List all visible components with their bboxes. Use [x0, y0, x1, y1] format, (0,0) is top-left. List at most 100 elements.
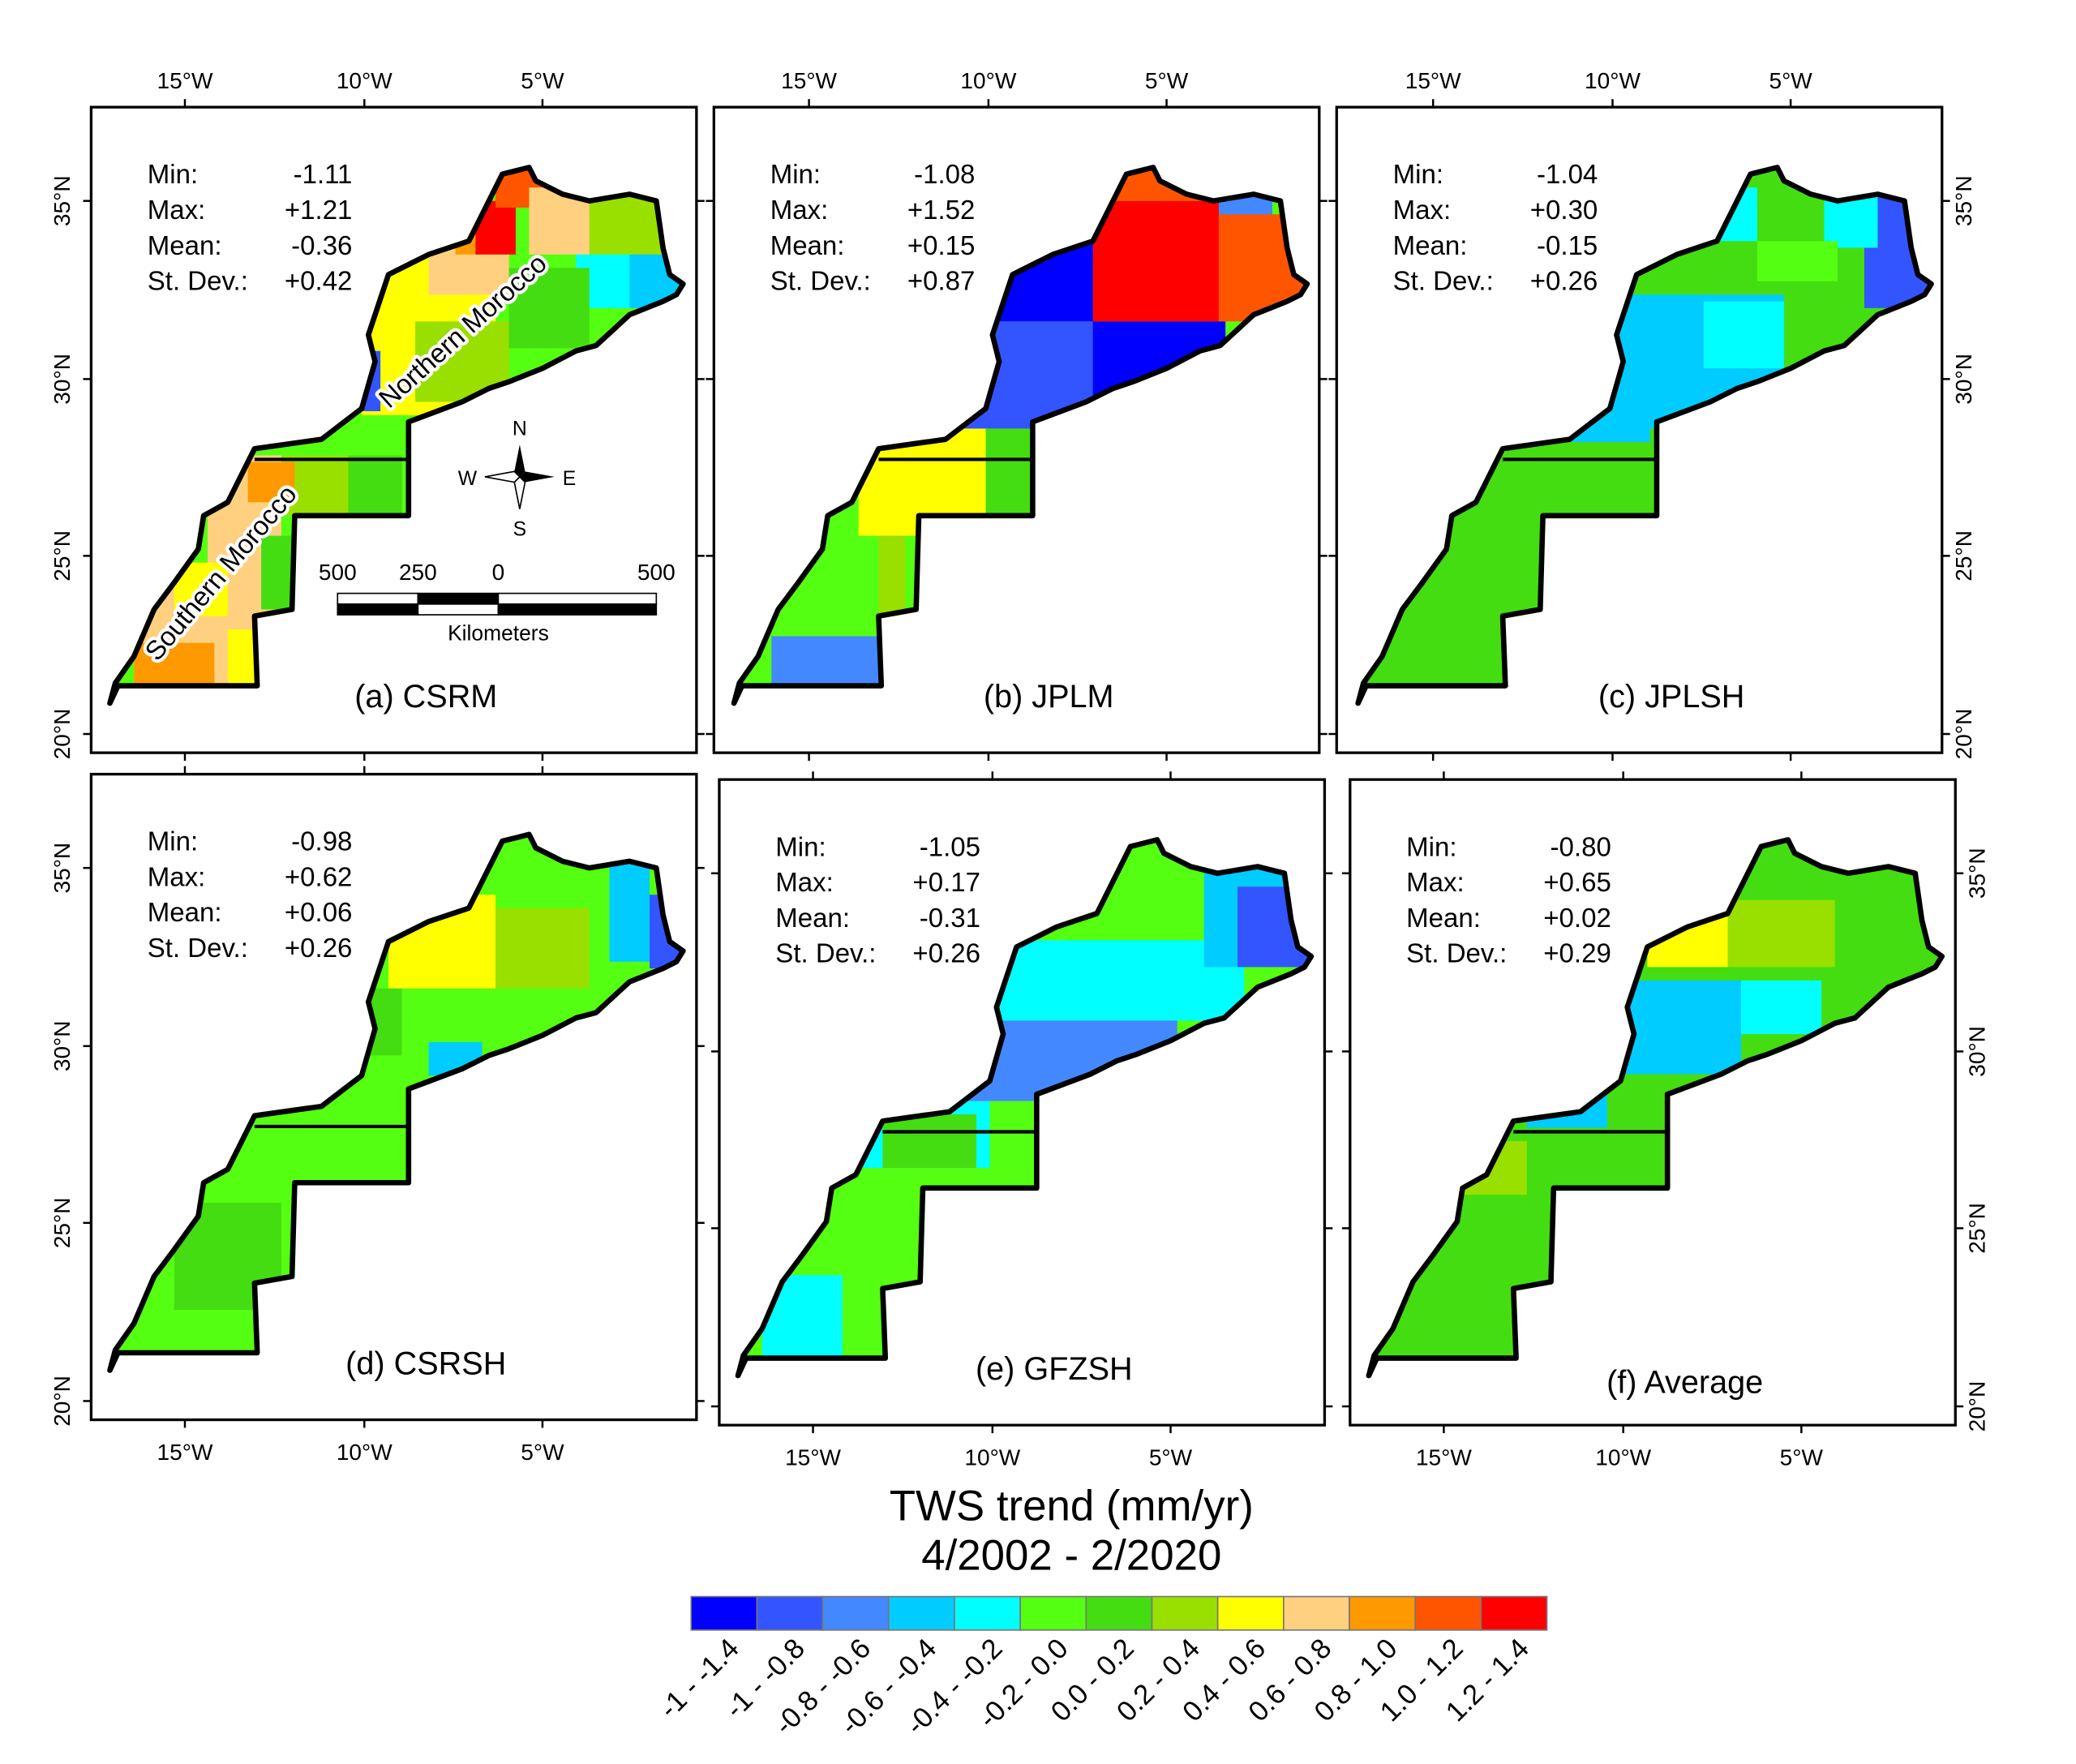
stat-label: St. Dev.:: [1406, 938, 1507, 968]
stat-mean-value: -0.36: [291, 230, 352, 260]
stat-max-value: +1.52: [907, 195, 976, 225]
stat-label: Min:: [148, 826, 198, 856]
compass-s-label: S: [513, 519, 527, 541]
panel-title: (c) JPLSH: [1598, 679, 1745, 715]
scale-unit: Kilometers: [448, 620, 549, 645]
raster-cell: [247, 461, 295, 503]
raster-cell: [985, 428, 1033, 516]
scale-segment: [337, 603, 419, 616]
map-panel-b: 15°W 10°W 5°W Min: -1.08 Max: +1.52 Mean: +0.15 S…: [706, 68, 1328, 762]
lat-tick-label: 25°N: [1951, 530, 1976, 582]
lon-tick-label: 15°W: [785, 1445, 841, 1470]
compass-w-label: W: [458, 468, 478, 490]
map-panel-f: 15°W 10°W 5°W 35°N 30°N 25°N 20°N Min: -0.80 Max:…: [1341, 771, 1990, 1470]
stat-mean-value: +0.06: [285, 897, 353, 927]
raster-cell: [589, 194, 663, 262]
lon-tick-label: 10°W: [960, 68, 1016, 93]
color-legend: -1 - -1.4-1 - -0.8-0.8 - -0.6-0.6 - -0.4…: [654, 1595, 1548, 1741]
stat-sd-value: +0.29: [1543, 938, 1611, 968]
stat-label: Mean:: [148, 230, 222, 260]
lon-tick-label: 5°W: [521, 1440, 564, 1465]
country-border: [1366, 837, 1945, 1379]
stat-min-value: -1.04: [1537, 159, 1598, 189]
scale-segment: [417, 592, 500, 605]
legend-swatch: [1151, 1595, 1219, 1631]
stat-label: Min:: [1406, 831, 1456, 861]
raster-cell: [609, 854, 650, 962]
map-panel-e: 15°W 10°W 5°W Min: -1.05 Max: +0.17 Mean: -0.31 S…: [711, 771, 1333, 1470]
country-border: [735, 837, 1315, 1379]
raster-cell: [1703, 301, 1784, 369]
stat-label: Min:: [1393, 159, 1443, 189]
lat-tick-label: 25°N: [49, 1197, 75, 1248]
stat-label: Min:: [148, 159, 198, 189]
raster-cell: [878, 535, 906, 616]
stat-max-value: +0.65: [1543, 867, 1611, 897]
legend-swatch: [821, 1595, 890, 1631]
map-panel-c: 15°W 10°W 5°W 35°N 30°N 25°N 20°N Min: -1.04 Max:…: [1328, 68, 1976, 762]
scale-segment: [337, 592, 419, 605]
stat-label: Mean:: [1393, 230, 1468, 260]
country-border: [107, 831, 686, 1373]
raster-cell: [1092, 200, 1219, 322]
lon-tick-label: 5°W: [1149, 1445, 1193, 1470]
stat-min-value: -0.98: [291, 826, 352, 856]
stat-label: St. Dev.:: [148, 266, 248, 296]
lat-tick-label: 20°N: [49, 709, 75, 760]
scale-segment: [417, 603, 500, 616]
legend-swatch: [1349, 1595, 1417, 1631]
legend-swatch: [1216, 1595, 1285, 1631]
legend-title: TWS trend (mm/yr): [890, 1482, 1254, 1530]
lat-tick-label: 20°N: [1951, 709, 1976, 760]
stat-label: Max:: [148, 861, 206, 891]
lat-tick-label: 25°N: [49, 530, 75, 582]
lat-tick-label: 30°N: [1951, 354, 1976, 405]
lat-tick-label: 20°N: [49, 1376, 75, 1427]
raster-cell: [261, 535, 295, 610]
scale-label: 500: [319, 560, 357, 585]
lon-tick-label: 5°W: [521, 68, 564, 93]
panel-title: (f) Average: [1606, 1365, 1763, 1401]
lon-tick-label: 10°W: [337, 1440, 392, 1465]
legend-swatch: [1414, 1595, 1482, 1631]
stat-min-value: -1.08: [914, 159, 975, 189]
lon-tick-label: 10°W: [1595, 1445, 1651, 1470]
legend-swatch: [756, 1595, 824, 1631]
raster-cell: [508, 268, 590, 349]
stat-mean-value: -0.15: [1537, 230, 1598, 260]
lon-tick-label: 5°W: [1145, 68, 1189, 93]
stat-label: Min:: [770, 159, 821, 189]
panel-title: (a) CSRM: [354, 679, 497, 715]
legend-swatch: [1019, 1595, 1087, 1631]
country-border: [731, 165, 1310, 706]
lon-tick-label: 15°W: [157, 1440, 213, 1465]
stat-sd-value: +0.26: [912, 938, 980, 968]
scale-label: 250: [399, 560, 437, 585]
scale-label: 500: [637, 560, 676, 585]
stat-max-value: +0.30: [1530, 195, 1598, 225]
lat-tick-label: 35°N: [49, 843, 75, 894]
lon-tick-label: 15°W: [781, 68, 837, 93]
compass-e-label: E: [563, 468, 577, 490]
map-panel-d: 15°W 10°W 5°W 35°N 30°N 25°N 20°N Min: -0.98 Max:…: [49, 766, 705, 1465]
panel-title: (e) GFZSH: [976, 1351, 1133, 1387]
stat-label: Mean:: [1406, 903, 1481, 933]
stat-label: Max:: [775, 867, 834, 897]
legend-subtitle: 4/2002 - 2/2020: [921, 1532, 1221, 1580]
stat-min-value: -0.80: [1551, 831, 1611, 861]
stat-label: St. Dev.:: [1393, 266, 1494, 296]
raster-cell: [1727, 899, 1835, 968]
stat-max-value: +0.17: [912, 867, 980, 897]
raster-cell: [1756, 241, 1838, 281]
legend-swatch: [1283, 1595, 1350, 1631]
raster-cell: [348, 455, 402, 516]
country-border: [107, 165, 686, 706]
legend-swatch: [887, 1595, 955, 1631]
lon-tick-label: 5°W: [1769, 68, 1812, 93]
stat-sd-value: +0.87: [907, 266, 976, 296]
stat-label: Mean:: [148, 897, 222, 927]
stat-sd-value: +0.26: [1530, 266, 1598, 296]
stat-label: St. Dev.:: [148, 933, 248, 963]
raster-cell: [495, 908, 590, 989]
